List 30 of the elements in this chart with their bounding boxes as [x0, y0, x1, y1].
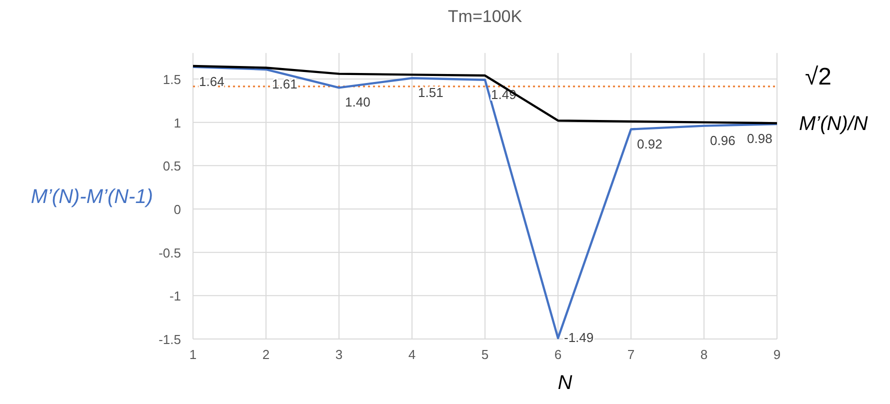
line-series	[192, 64, 778, 124]
series-label: M’(N)/N	[799, 113, 868, 136]
x-tick-label: 6	[554, 347, 562, 362]
x-tick-label: 7	[627, 347, 635, 362]
x-axis-title: N	[558, 372, 573, 394]
data-label: 0.92	[637, 136, 662, 152]
x-tick-label: 3	[335, 347, 343, 362]
ref-line-label: √2	[805, 63, 832, 90]
data-label: 1.64	[199, 74, 224, 89]
x-tick-label: 1	[189, 347, 197, 362]
x-tick-label: 5	[481, 347, 489, 362]
text: M’(N)-M’(N-1)	[30, 186, 153, 208]
data-label: 1.40	[345, 94, 370, 110]
data-label: 0.96	[710, 132, 736, 148]
y-tick-label: -1.5	[158, 332, 181, 347]
data-label: 1.51	[418, 85, 444, 100]
data-label: -1.49	[564, 330, 594, 346]
data-label: 1.61	[272, 76, 298, 92]
y-tick-label: 0	[174, 202, 181, 217]
x-tick-label: 4	[408, 347, 416, 362]
y-tick-label: -1	[169, 288, 181, 304]
chart-title: Tm=100K	[448, 7, 523, 26]
x-tick-label: 8	[700, 347, 708, 362]
x-tick-label: 2	[262, 347, 270, 362]
x-tick-label: 9	[773, 347, 781, 362]
y-tick-label: 0.5	[162, 158, 181, 174]
y-tick-label: -0.5	[158, 245, 181, 260]
data-label: 0.98	[747, 131, 772, 146]
y-tick-label: 1.5	[162, 72, 181, 87]
y-tick-label: 1	[174, 115, 181, 130]
